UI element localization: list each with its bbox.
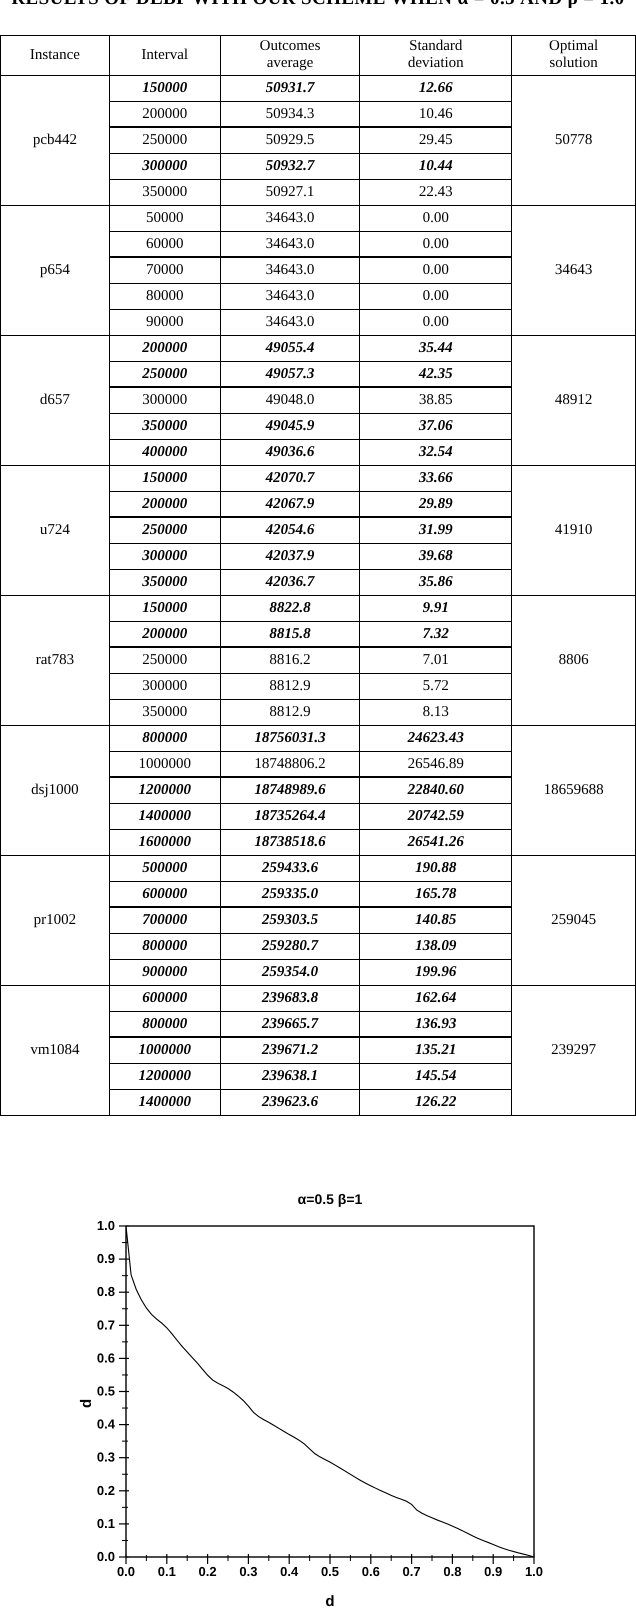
svg-text:0.5: 0.5 [321,1564,339,1579]
svg-text:0.2: 0.2 [199,1564,217,1579]
svg-text:0.3: 0.3 [97,1450,115,1465]
svg-text:0.6: 0.6 [97,1350,115,1365]
svg-text:α=0.5 β=1: α=0.5 β=1 [298,1191,363,1207]
svg-text:0.4: 0.4 [280,1564,299,1579]
svg-text:1.0: 1.0 [525,1564,543,1579]
svg-text:0.8: 0.8 [97,1284,115,1299]
svg-text:0.9: 0.9 [484,1564,502,1579]
svg-text:0.0: 0.0 [97,1549,115,1564]
svg-text:1.0: 1.0 [97,1218,115,1233]
svg-text:p: p [79,1399,96,1408]
svg-text:d: d [325,1593,334,1608]
svg-text:0.7: 0.7 [403,1564,421,1579]
svg-text:0.6: 0.6 [362,1564,380,1579]
svg-text:0.8: 0.8 [443,1564,461,1579]
svg-text:0.7: 0.7 [97,1317,115,1332]
svg-text:0.0: 0.0 [117,1564,135,1579]
svg-text:0.3: 0.3 [239,1564,257,1579]
svg-text:0.5: 0.5 [97,1384,115,1399]
svg-text:0.1: 0.1 [97,1516,115,1531]
svg-text:0.1: 0.1 [158,1564,176,1579]
svg-text:0.4: 0.4 [97,1417,116,1432]
svg-text:0.9: 0.9 [97,1251,115,1266]
svg-text:0.2: 0.2 [97,1483,115,1498]
